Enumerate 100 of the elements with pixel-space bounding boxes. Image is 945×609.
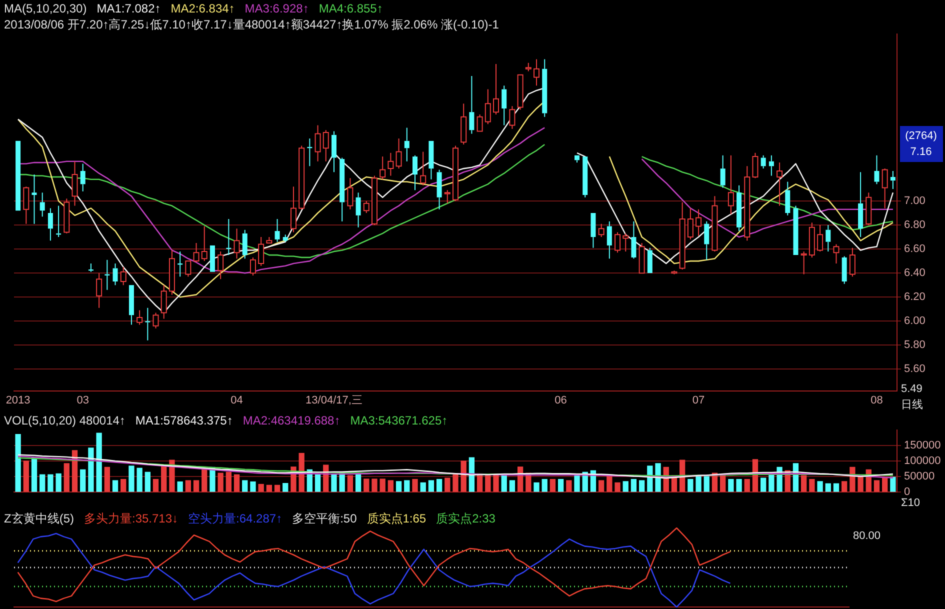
y-tick-label: 7.00 xyxy=(904,195,926,208)
bar xyxy=(372,478,378,492)
bar xyxy=(744,478,750,492)
bar xyxy=(622,481,628,492)
candlestick xyxy=(720,154,726,188)
candlestick xyxy=(404,127,410,162)
bar xyxy=(688,478,694,492)
text: MA2:6.834↑ xyxy=(170,1,235,16)
bar xyxy=(655,463,661,492)
y-tick-label: 6.80 xyxy=(904,219,926,232)
x-tick-label: 06 xyxy=(554,394,567,406)
bar xyxy=(566,480,572,492)
bar xyxy=(152,478,159,492)
x-tick-label: 08 xyxy=(870,394,883,406)
bar xyxy=(850,466,856,492)
y-tick-label: 5.80 xyxy=(904,339,926,352)
candlestick xyxy=(631,220,636,260)
candlestick xyxy=(80,163,86,192)
candlestick xyxy=(760,154,766,170)
bar xyxy=(574,475,580,492)
candlestick xyxy=(826,224,831,252)
bar xyxy=(15,434,21,492)
candlestick xyxy=(736,184,742,232)
text: 质实点1:65 xyxy=(366,511,426,526)
bar xyxy=(452,474,458,492)
bar xyxy=(347,475,354,492)
bar xyxy=(234,474,240,492)
bar xyxy=(396,481,402,492)
bar xyxy=(704,476,710,492)
bar xyxy=(760,478,766,492)
bar xyxy=(314,474,321,492)
bar xyxy=(380,478,386,492)
bar xyxy=(177,481,183,492)
candlestick xyxy=(858,172,864,238)
text: 80.00 xyxy=(853,530,881,542)
candlestick xyxy=(242,229,248,260)
bar xyxy=(468,457,475,492)
bar xyxy=(218,472,224,492)
bar xyxy=(598,480,604,492)
bar xyxy=(476,475,483,492)
y-tick-label: 6.40 xyxy=(904,267,926,280)
bar xyxy=(282,482,288,492)
bar xyxy=(404,480,410,492)
candlestick xyxy=(785,181,790,216)
candlestick xyxy=(32,174,37,224)
candlestick xyxy=(768,154,774,176)
bar xyxy=(120,478,126,492)
bar xyxy=(364,478,370,492)
candlestick xyxy=(542,58,548,118)
y-tick-label: 50000 xyxy=(904,470,935,483)
text: 多空平衡:50 xyxy=(292,511,358,526)
candlestick xyxy=(436,169,442,210)
bar xyxy=(80,469,86,492)
bar xyxy=(630,478,637,492)
bar xyxy=(736,478,742,492)
bar xyxy=(890,476,896,492)
y-tick-label: 6.60 xyxy=(904,243,926,256)
bar xyxy=(817,481,823,492)
text: MA2:463419.688↑ xyxy=(242,413,340,428)
x-tick-label: 13/04/17,三 xyxy=(306,394,362,406)
bar xyxy=(266,484,272,492)
candlestick xyxy=(502,85,507,126)
bar xyxy=(638,480,645,492)
bar xyxy=(679,460,686,492)
bar xyxy=(436,478,442,492)
bar xyxy=(185,480,191,492)
y-tick-label: 6.00 xyxy=(904,315,926,328)
bar xyxy=(202,469,208,492)
bar xyxy=(606,475,612,492)
x-tick-label: 04 xyxy=(230,394,243,406)
text: MA3:6.928↑ xyxy=(244,1,309,16)
y-tick-label: 100000 xyxy=(904,455,941,468)
bar xyxy=(96,432,102,492)
bar xyxy=(323,464,329,492)
bar xyxy=(88,448,94,492)
chart-title: MA(5,10,20,30) xyxy=(4,1,87,16)
bar xyxy=(56,473,62,492)
y-tick-label: 5.60 xyxy=(904,363,926,376)
candlestick xyxy=(890,170,896,190)
text: 7.16 xyxy=(910,146,932,158)
bar xyxy=(250,481,256,492)
bar xyxy=(274,484,280,492)
bar xyxy=(728,478,734,492)
bar xyxy=(64,463,70,492)
candlestick xyxy=(282,234,288,242)
bar xyxy=(485,475,491,492)
text: 质实点2:33 xyxy=(436,511,496,526)
bar xyxy=(331,474,337,492)
chart-title: Z玄黄中线(5) xyxy=(4,511,74,526)
bar xyxy=(460,460,466,492)
bar xyxy=(542,478,548,492)
bar xyxy=(882,478,888,492)
bar xyxy=(161,466,167,492)
bar xyxy=(501,474,507,492)
bar xyxy=(23,460,29,492)
bar xyxy=(242,480,248,492)
candlestick xyxy=(112,262,118,286)
candlestick xyxy=(874,154,880,185)
bar xyxy=(842,481,848,492)
candlestick xyxy=(331,130,336,173)
